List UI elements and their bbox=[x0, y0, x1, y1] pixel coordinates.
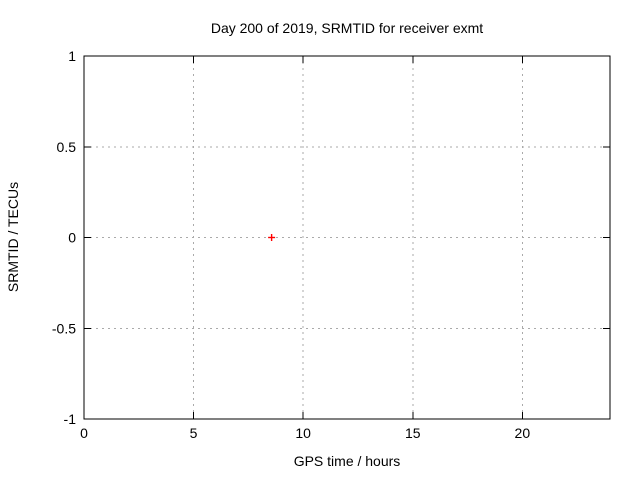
y-tick-label: 1 bbox=[68, 48, 76, 64]
x-tick-label: 0 bbox=[80, 425, 88, 441]
x-axis-label: GPS time / hours bbox=[293, 453, 401, 469]
chart-title: Day 200 of 2019, SRMTID for receiver exm… bbox=[210, 20, 484, 36]
x-tick-label: 20 bbox=[515, 425, 531, 441]
x-tick-label: 10 bbox=[295, 425, 311, 441]
y-tick-label: -1 bbox=[64, 411, 77, 427]
y-tick-label: -0.5 bbox=[52, 320, 76, 336]
y-tick-label: 0 bbox=[68, 230, 76, 246]
x-tick-label: 5 bbox=[190, 425, 198, 441]
x-tick-label: 15 bbox=[405, 425, 421, 441]
y-tick-label: 0.5 bbox=[57, 139, 77, 155]
